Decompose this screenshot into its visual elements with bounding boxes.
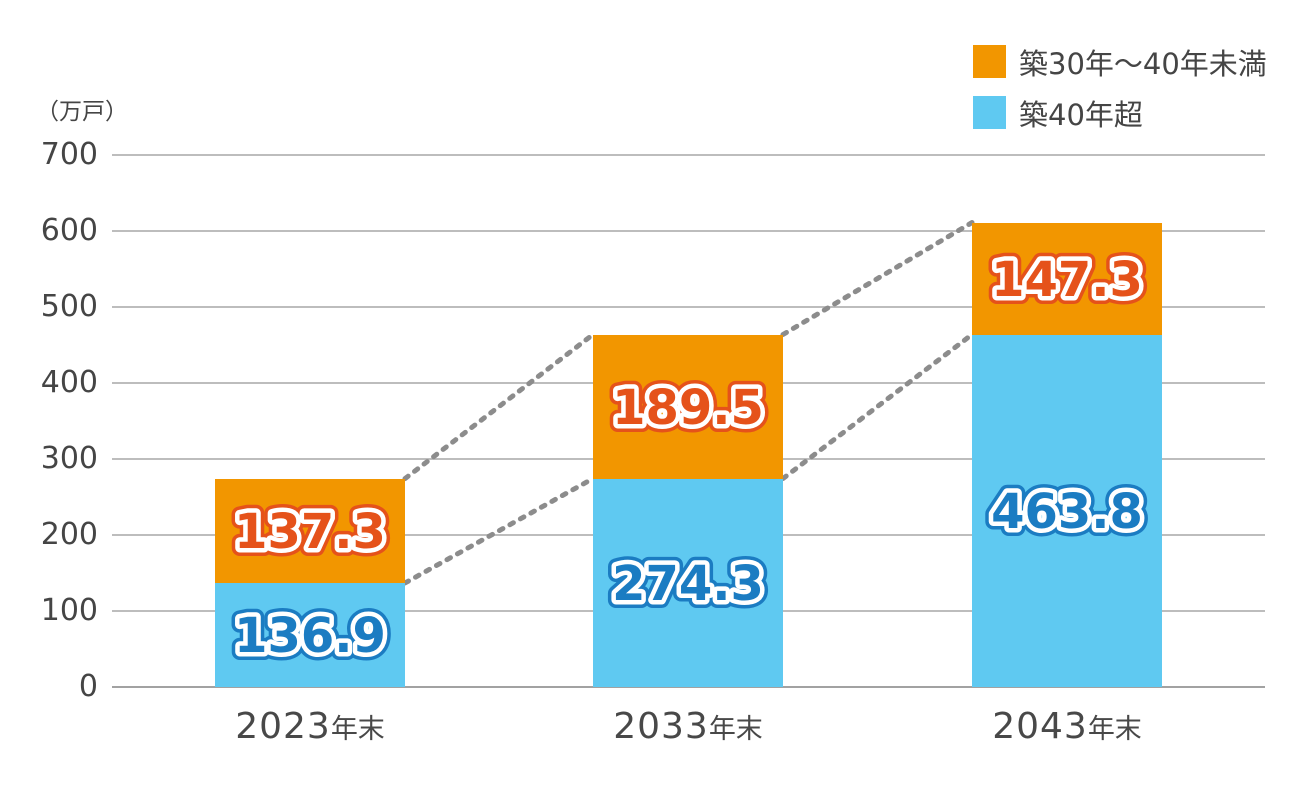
svg-text:189.5: 189.5 bbox=[612, 380, 764, 436]
connector-dotted-line bbox=[780, 332, 975, 482]
svg-text:274.3: 274.3 bbox=[612, 556, 764, 612]
y-tick-label: 700 bbox=[40, 136, 98, 172]
svg-text:137.3: 137.3 bbox=[234, 504, 386, 560]
legend-item: 築30年～40年未満 bbox=[973, 45, 1267, 81]
bar-segment-30to40-2033: 189.5 189.5 bbox=[593, 334, 783, 479]
svg-text:189.5: 189.5 bbox=[612, 380, 764, 436]
x-axis-label-2023: 2023年末 bbox=[235, 706, 385, 747]
svg-text:136.9: 136.9 bbox=[234, 608, 386, 664]
x-axis-label-2043: 2043年末 bbox=[992, 706, 1142, 747]
bar-segment-over40-2023: 136.9 136.9 bbox=[215, 582, 405, 687]
gridline-0 bbox=[112, 686, 1265, 688]
connector-dotted-line bbox=[402, 332, 596, 482]
gridline-600 bbox=[112, 230, 1265, 232]
bar-segment-over40-2033: 274.3 274.3 bbox=[593, 478, 783, 687]
x-axis-label-2033: 2033年末 bbox=[613, 706, 763, 747]
legend-swatch-orange-icon bbox=[973, 45, 1006, 78]
connector-dotted-line bbox=[402, 476, 596, 586]
legend-label-30-40: 築30年～40年未満 bbox=[1019, 46, 1267, 81]
y-tick-label: 600 bbox=[40, 212, 98, 248]
svg-text:137.3: 137.3 bbox=[234, 504, 386, 560]
svg-text:136.9: 136.9 bbox=[234, 608, 386, 664]
connector-dotted-line bbox=[780, 220, 975, 338]
y-tick-label: 300 bbox=[40, 440, 98, 476]
legend-label-over-40: 築40年超 bbox=[1019, 97, 1143, 132]
y-tick-label: 0 bbox=[78, 668, 98, 704]
bar-segment-30to40-2043: 147.3 147.3 bbox=[972, 222, 1162, 335]
y-axis-unit-label: （万戸） bbox=[36, 99, 128, 125]
bar-segment-30to40-2023: 137.3 137.3 bbox=[215, 478, 405, 583]
y-tick-label: 400 bbox=[40, 364, 98, 400]
legend: 築30年～40年未満 築40年超 bbox=[973, 45, 1267, 147]
y-tick-label: 500 bbox=[40, 288, 98, 324]
y-tick-label: 200 bbox=[40, 516, 98, 552]
legend-swatch-blue-icon bbox=[973, 96, 1006, 129]
gridline-700 bbox=[112, 154, 1265, 156]
legend-item: 築40年超 bbox=[973, 96, 1267, 132]
y-tick-label: 100 bbox=[40, 592, 98, 628]
svg-text:463.8: 463.8 bbox=[991, 484, 1143, 540]
svg-text:147.3: 147.3 bbox=[991, 252, 1143, 308]
svg-text:147.3: 147.3 bbox=[991, 252, 1143, 308]
svg-text:463.8: 463.8 bbox=[991, 484, 1143, 540]
bar-segment-over40-2043: 463.8 463.8 bbox=[972, 334, 1162, 687]
gridline-500 bbox=[112, 306, 1265, 308]
svg-text:274.3: 274.3 bbox=[612, 556, 764, 612]
